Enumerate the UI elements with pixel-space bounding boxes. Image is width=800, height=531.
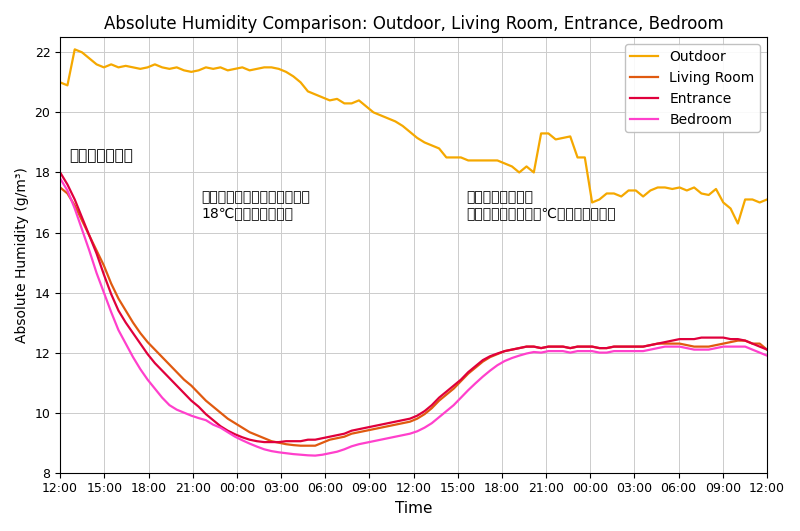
Line: Outdoor: Outdoor bbox=[60, 49, 767, 224]
Bedroom bbox=[114, 327, 123, 333]
Outdoor bbox=[55, 79, 65, 85]
Legend: Outdoor, Living Room, Entrance, Bedroom: Outdoor, Living Room, Entrance, Bedroom bbox=[625, 44, 760, 132]
Outdoor bbox=[456, 154, 466, 160]
Entrance bbox=[398, 417, 407, 423]
Living Room bbox=[456, 378, 466, 384]
Outdoor bbox=[602, 190, 611, 196]
Y-axis label: Absolute Humidity (g/m³): Absolute Humidity (g/m³) bbox=[15, 167, 29, 343]
Bedroom bbox=[398, 432, 407, 439]
Living Room bbox=[55, 184, 65, 191]
Entrance bbox=[762, 346, 772, 353]
Entrance bbox=[55, 169, 65, 176]
X-axis label: Time: Time bbox=[395, 501, 432, 516]
Living Room bbox=[296, 442, 306, 449]
Outdoor bbox=[70, 46, 79, 53]
Outdoor bbox=[733, 220, 742, 227]
Bedroom bbox=[762, 353, 772, 359]
Bedroom bbox=[456, 395, 466, 401]
Entrance bbox=[99, 271, 109, 278]
Text: 床下エアコン停止
２階エアコン　２４℃設定・風量自動: 床下エアコン停止 ２階エアコン ２４℃設定・風量自動 bbox=[466, 190, 616, 220]
Entrance bbox=[507, 346, 517, 353]
Living Room bbox=[602, 345, 611, 352]
Line: Bedroom: Bedroom bbox=[60, 178, 767, 456]
Outdoor bbox=[398, 123, 407, 129]
Bedroom bbox=[507, 355, 517, 361]
Living Room bbox=[398, 420, 407, 426]
Entrance bbox=[456, 376, 466, 383]
Bedroom bbox=[602, 349, 611, 356]
Text: 床下エアコン、２階エアコン
18℃設定・風量自動: 床下エアコン、２階エアコン 18℃設定・風量自動 bbox=[202, 190, 310, 220]
Text: 全エアコン停止: 全エアコン停止 bbox=[69, 149, 133, 164]
Bedroom bbox=[99, 289, 109, 296]
Living Room bbox=[762, 346, 772, 353]
Living Room bbox=[114, 295, 123, 302]
Line: Entrance: Entrance bbox=[60, 173, 767, 442]
Outdoor bbox=[762, 196, 772, 203]
Living Room bbox=[99, 262, 109, 269]
Line: Living Room: Living Room bbox=[60, 187, 767, 446]
Outdoor bbox=[507, 163, 517, 169]
Entrance bbox=[259, 439, 269, 446]
Outdoor bbox=[121, 63, 130, 69]
Living Room bbox=[507, 346, 517, 353]
Bedroom bbox=[55, 175, 65, 182]
Entrance bbox=[114, 307, 123, 314]
Entrance bbox=[602, 345, 611, 352]
Outdoor bbox=[106, 61, 116, 67]
Title: Absolute Humidity Comparison: Outdoor, Living Room, Entrance, Bedroom: Absolute Humidity Comparison: Outdoor, L… bbox=[104, 15, 723, 33]
Bedroom bbox=[310, 452, 320, 459]
